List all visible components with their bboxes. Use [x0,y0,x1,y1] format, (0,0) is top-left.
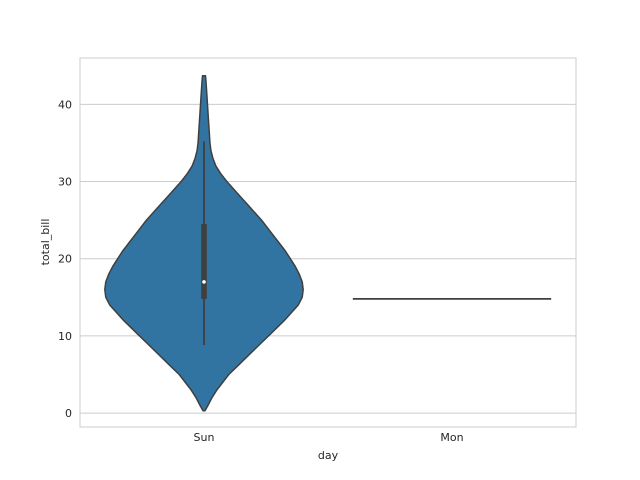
violins [104,75,552,412]
plot-frame [79,57,577,428]
x-tick-label: Sun [194,431,215,444]
x-axis-label: day [318,449,339,462]
y-tick-label: 30 [58,176,72,189]
x-tick-labels: Sun Mon [194,431,464,444]
y-axis-label: total_bill [39,219,52,266]
violin-sun [104,75,304,412]
y-tick-label: 40 [58,98,72,111]
y-tick-label: 10 [58,330,72,343]
y-tick-label: 20 [58,253,72,266]
x-tick-label: Mon [440,431,463,444]
violin-median-dot [202,280,206,284]
y-tick-labels: 0 10 20 30 40 [58,98,72,420]
y-tick-label: 0 [65,407,72,420]
